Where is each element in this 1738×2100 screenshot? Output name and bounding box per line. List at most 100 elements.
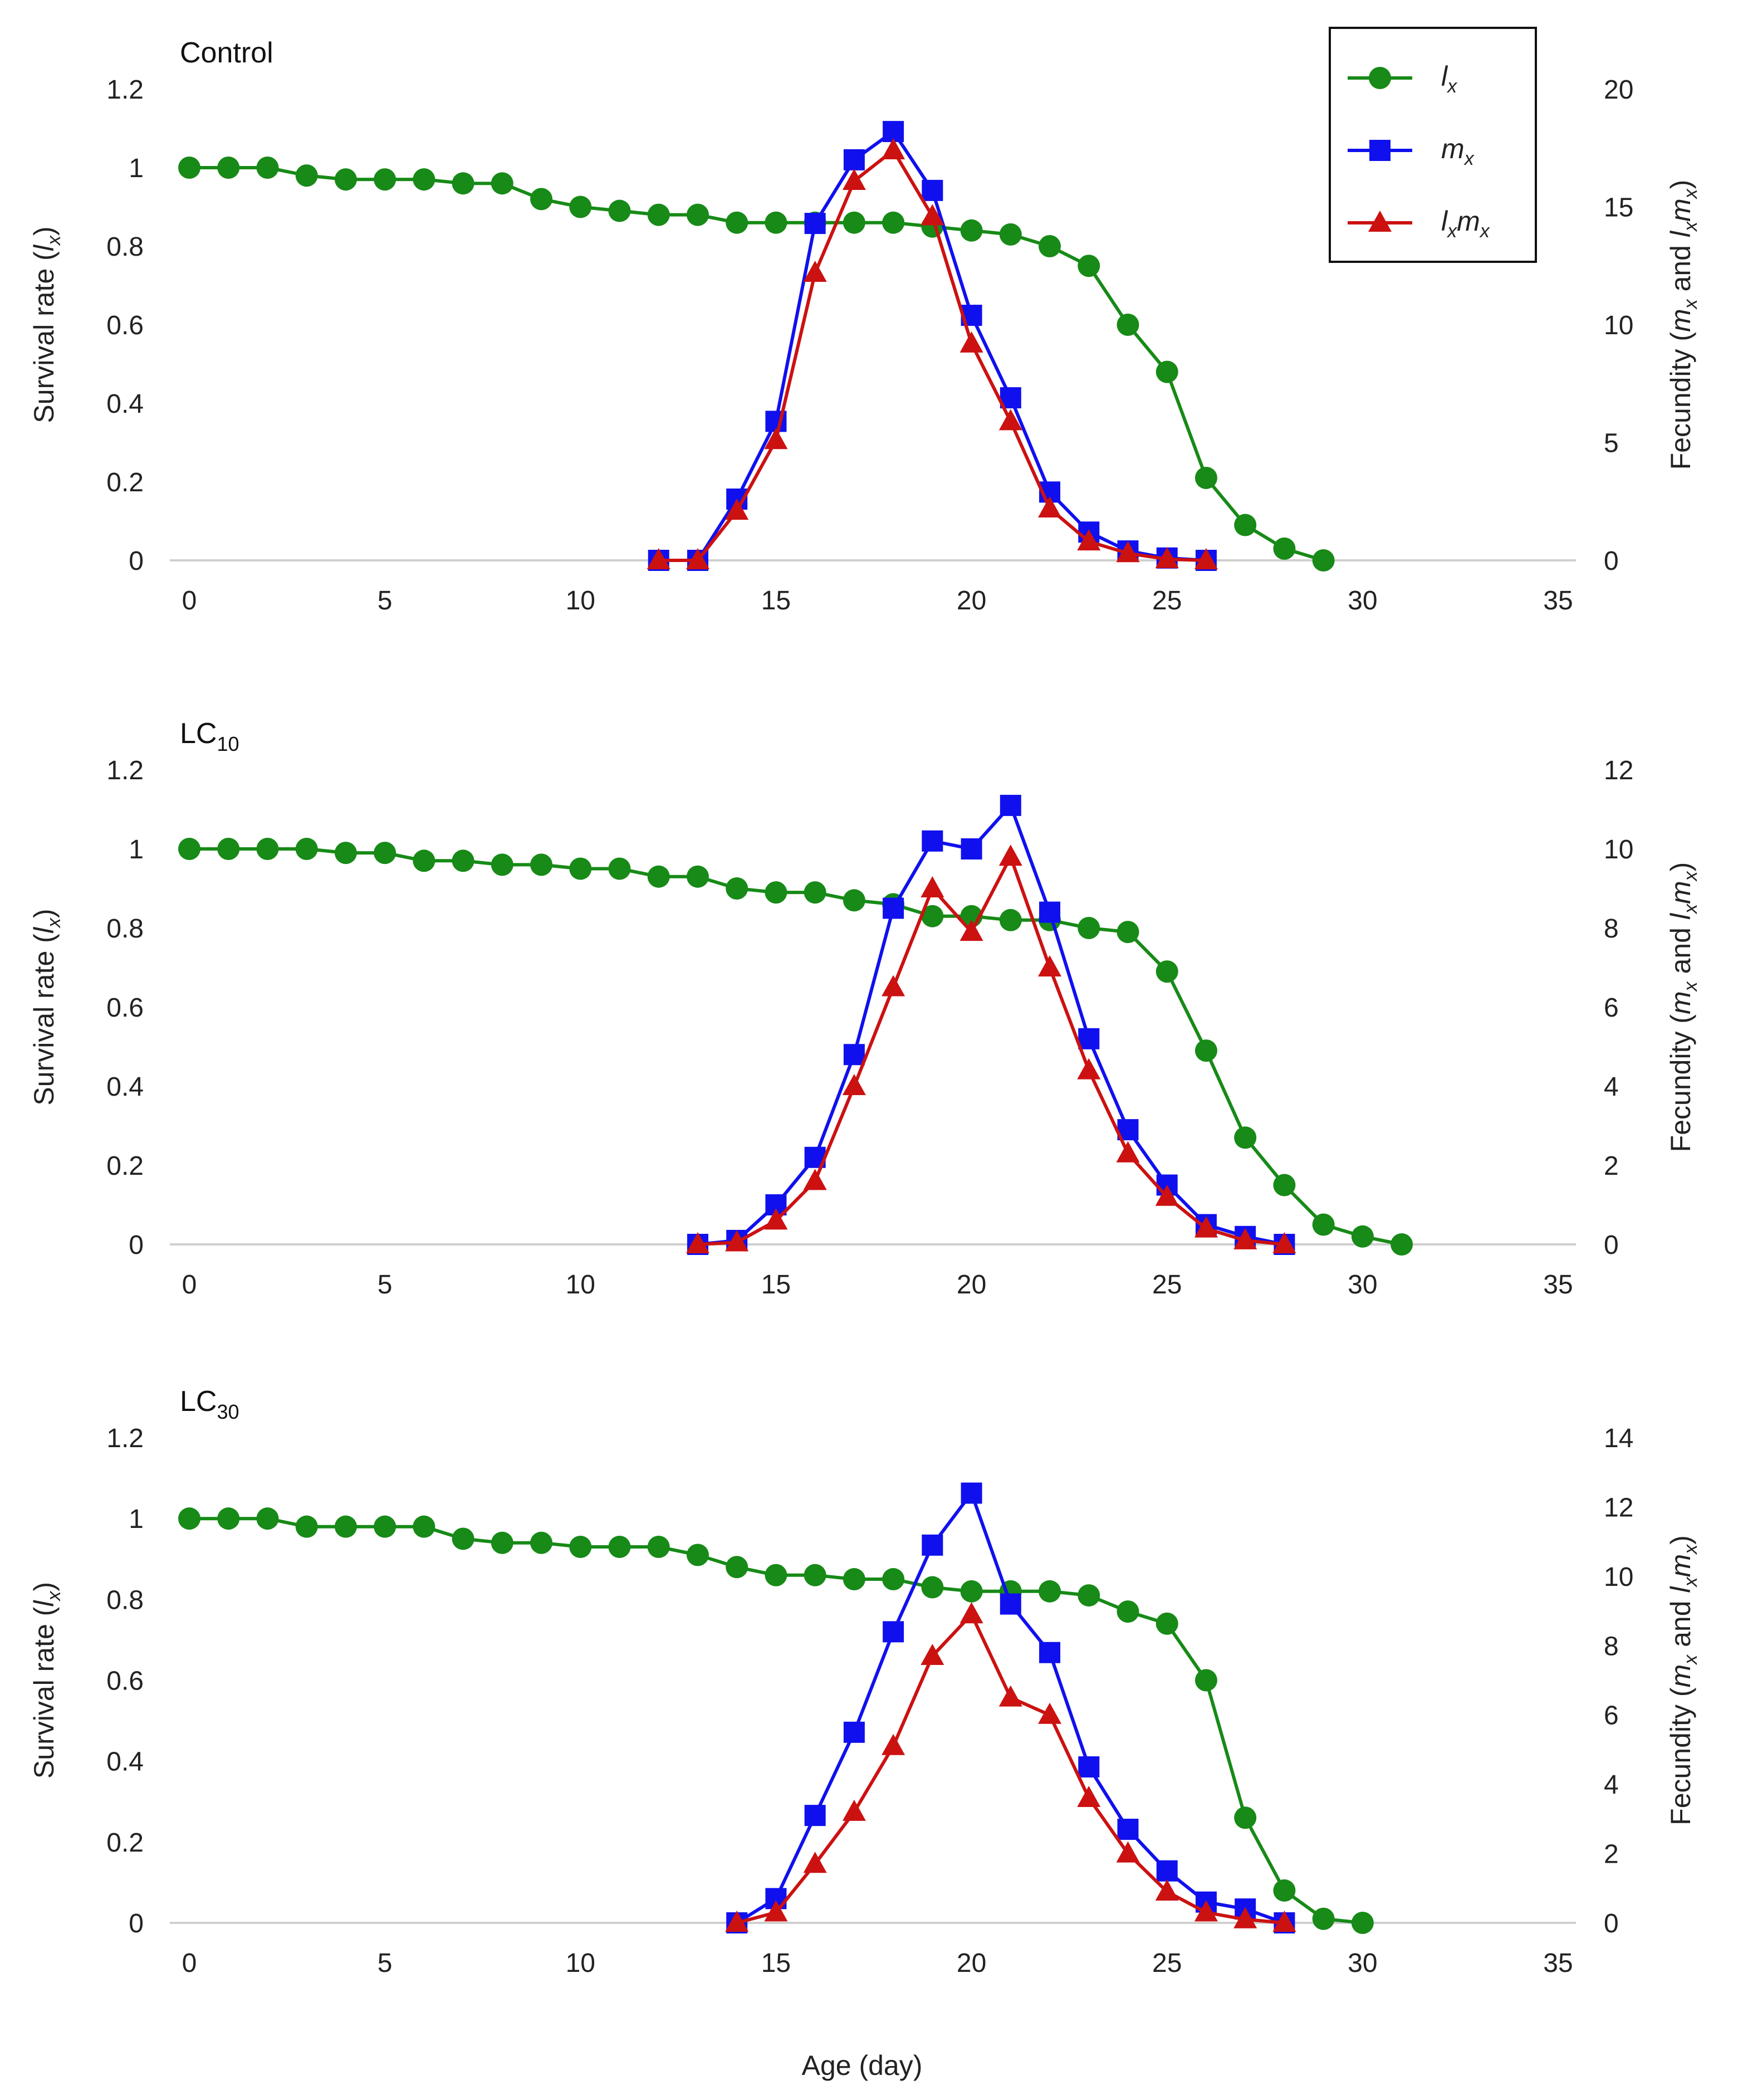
y-left-tick-label: 0.6 — [106, 993, 144, 1023]
data-point-lxmx — [998, 1685, 1022, 1707]
series-lxmx — [647, 138, 1218, 569]
panel-title: Control — [180, 37, 273, 69]
x-tick-label: 10 — [566, 1948, 595, 1978]
data-point-lxmx — [1077, 1058, 1101, 1080]
legend-var: m — [1441, 133, 1465, 164]
data-point-lx — [882, 211, 905, 234]
y-left-tick-label: 0.2 — [106, 1151, 144, 1181]
legend-sub: x — [1446, 221, 1457, 242]
data-point-lx — [999, 223, 1022, 246]
data-point-lx — [726, 211, 748, 234]
y-left-tick-label: 1 — [129, 1505, 144, 1534]
data-point-lx — [256, 838, 279, 860]
data-point-lx — [726, 1556, 748, 1579]
data-point-lxmx — [803, 260, 827, 282]
axis-title-text: Fecundity ( — [1665, 1687, 1696, 1825]
data-point-lxmx — [921, 876, 944, 897]
data-point-lxmx — [998, 409, 1022, 431]
y-left-tick-label: 0 — [129, 546, 144, 576]
data-point-lx — [1156, 960, 1178, 983]
data-point-lx — [217, 838, 240, 860]
legend-label-lxmx: lxmx — [1441, 206, 1490, 242]
data-point-lxmx — [1194, 1900, 1218, 1922]
data-point-lxmx — [686, 1232, 709, 1253]
data-point-mx — [804, 1805, 826, 1826]
axis-title-text: ) — [1665, 862, 1696, 872]
x-tick-label: 25 — [1152, 1270, 1182, 1300]
data-point-lx — [1312, 1213, 1335, 1236]
data-point-lx — [647, 203, 670, 226]
series-mx — [687, 794, 1295, 1255]
y-right-tick-label: 8 — [1604, 1632, 1619, 1661]
data-point-lxmx — [882, 975, 905, 997]
data-point-lx — [569, 196, 592, 218]
panel-title-subscript: 30 — [217, 1400, 239, 1423]
series-lx — [178, 838, 1413, 1256]
data-point-mx — [883, 1621, 904, 1643]
data-point-lx — [1078, 255, 1100, 277]
panel-title-main: LC — [180, 717, 217, 750]
data-point-lx — [178, 1507, 200, 1530]
x-tick-label: 35 — [1543, 1270, 1573, 1300]
data-point-lx — [1312, 1907, 1335, 1930]
data-point-lxmx — [803, 1169, 827, 1190]
x-tick-label: 30 — [1348, 1270, 1377, 1300]
data-point-lx — [843, 889, 865, 912]
data-point-lx — [1273, 1174, 1296, 1196]
data-point-lx — [256, 157, 279, 179]
data-point-lxmx — [764, 428, 788, 450]
axis-title-var: l — [1665, 1586, 1696, 1593]
axis-title-sub: x — [43, 235, 65, 246]
data-point-lx — [1078, 1584, 1100, 1607]
x-tick-label: 25 — [1152, 586, 1182, 616]
axis-title-text: Fecundity ( — [1665, 332, 1696, 470]
data-point-lx — [647, 865, 670, 888]
data-point-lxmx — [1077, 1786, 1101, 1808]
y-right-axis-title: Fecundity (mx and lxmx) — [1665, 1535, 1701, 1825]
data-point-lx — [1078, 917, 1100, 939]
data-point-lx — [999, 909, 1022, 931]
legend-var: m — [1457, 206, 1480, 237]
y-left-axis-title: Survival rate (lx) — [28, 909, 65, 1105]
data-point-lx — [608, 857, 631, 880]
data-point-lx — [765, 211, 787, 234]
x-tick-label: 15 — [761, 586, 791, 616]
data-point-mx — [922, 830, 943, 852]
series-line-lxmx — [697, 855, 1285, 1246]
axis-title-var: m — [1665, 309, 1696, 332]
panel-2: 0 5 10 15 20 25 30 35 0 0.2 0.4 0.6 0.8 1 1.2 0 2 4 6 8 10 12… — [28, 717, 1701, 1300]
axis-title-text: and — [1665, 237, 1696, 299]
series-lxmx — [725, 1602, 1296, 1932]
data-point-lx — [413, 1515, 435, 1538]
x-tick-label: 5 — [378, 1270, 393, 1300]
axis-title-var: l — [28, 1600, 60, 1607]
y-left-tick-label: 0.2 — [106, 1828, 144, 1858]
legend-sub: x — [1463, 148, 1475, 169]
y-left-tick-label: 0 — [129, 1909, 144, 1938]
y-left-tick-label: 0 — [129, 1230, 144, 1260]
axis-title-var: m — [1665, 991, 1696, 1014]
x-tick-label: 30 — [1348, 586, 1377, 616]
data-point-lx — [804, 1564, 826, 1586]
legend-entry-mx: mx — [1348, 133, 1475, 169]
data-point-lx — [374, 842, 396, 865]
axis-title-text: Survival rate ( — [28, 1606, 60, 1779]
data-point-lx — [608, 199, 631, 222]
legend-label-mx: mx — [1441, 133, 1475, 169]
axis-title-var: m — [1665, 198, 1696, 222]
data-point-lx — [295, 1515, 318, 1538]
data-point-mx — [961, 1482, 982, 1504]
data-point-lx — [295, 838, 318, 860]
y-right-tick-label: 12 — [1604, 1493, 1633, 1522]
y-right-tick-label: 2 — [1604, 1151, 1619, 1181]
data-point-lx — [334, 842, 357, 865]
y-right-tick-label: 8 — [1604, 914, 1619, 944]
x-tick-label: 35 — [1543, 586, 1573, 616]
data-point-lxmx — [1038, 496, 1062, 517]
y-left-tick-label: 0.8 — [106, 914, 144, 944]
y-right-tick-label: 0 — [1604, 546, 1619, 576]
data-point-lx — [530, 1531, 553, 1554]
data-point-mx — [1000, 1593, 1021, 1615]
data-point-lxmx — [842, 1074, 866, 1095]
